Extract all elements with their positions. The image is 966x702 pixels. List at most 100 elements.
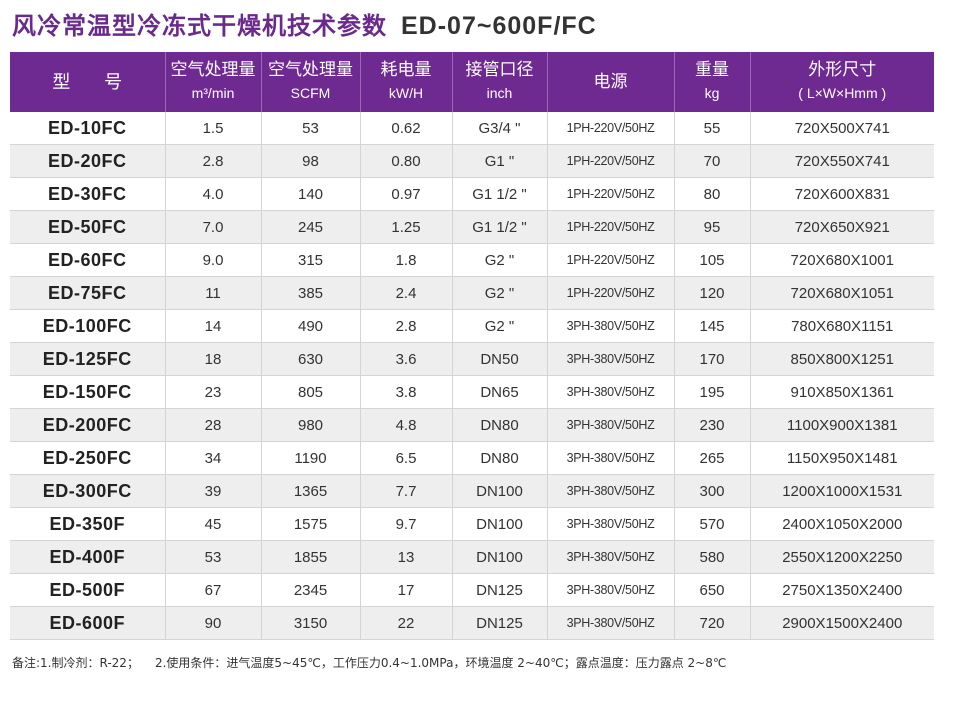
cell-power-consumption: 1.8	[360, 243, 453, 277]
cell-flow-m3min: 67	[165, 573, 262, 607]
cell-power-consumption: 0.62	[360, 112, 453, 145]
header-label: 耗电量	[380, 60, 432, 80]
cell-power-supply: 1PH-220V/50HZ	[547, 177, 675, 211]
header-unit: kg	[704, 85, 720, 101]
header-label: 外形尺寸	[808, 60, 877, 80]
cell-dimensions: 2550X1200X2250	[750, 540, 934, 574]
cell-dimensions: 720X680X1051	[750, 276, 934, 310]
cell-model: ED-50FC	[10, 210, 166, 244]
cell-power-supply: 1PH-220V/50HZ	[547, 276, 675, 310]
header-label: 型 号	[52, 71, 137, 93]
cell-power-supply: 3PH-380V/50HZ	[547, 309, 675, 343]
cell-flow-scfm: 630	[261, 342, 361, 376]
header-unit: inch	[486, 85, 513, 101]
table-row: ED-350F 45 1575 9.7 DN100 3PH-380V/50HZ 570 240…	[10, 507, 934, 541]
cell-dimensions: 720X550X741	[750, 144, 934, 178]
cell-weight: 70	[674, 144, 751, 178]
cell-flow-scfm: 2345	[261, 573, 361, 607]
header-label: 电源	[593, 71, 628, 92]
cell-weight: 80	[674, 177, 751, 211]
cell-model: ED-75FC	[10, 276, 166, 310]
cell-dimensions: 910X850X1361	[750, 375, 934, 409]
title-model-range: ED-07~600F/FC	[401, 12, 597, 40]
cell-weight: 170	[674, 342, 751, 376]
cell-flow-scfm: 245	[261, 210, 361, 244]
cell-weight: 580	[674, 540, 751, 574]
cell-model: ED-125FC	[10, 342, 166, 376]
cell-power-supply: 3PH-380V/50HZ	[547, 375, 675, 409]
cell-power-consumption: 2.8	[360, 309, 453, 343]
header-unit: SCFM	[290, 85, 331, 101]
header-pipe-size: 接管口径 inch	[452, 52, 548, 112]
cell-weight: 95	[674, 210, 751, 244]
cell-flow-scfm: 805	[261, 375, 361, 409]
cell-weight: 570	[674, 507, 751, 541]
cell-model: ED-150FC	[10, 375, 166, 409]
cell-power-consumption: 17	[360, 573, 453, 607]
table-row: ED-50FC 7.0 245 1.25 G1 1/2 " 1PH-220V/50HZ 95…	[10, 210, 934, 244]
spec-table: 型 号 空气处理量 m³/min 空气处理量 SCFM 耗电量 kW/H 接管口径 inch 电源…	[10, 52, 934, 640]
cell-dimensions: 1150X950X1481	[750, 441, 934, 475]
cell-model: ED-30FC	[10, 177, 166, 211]
cell-power-consumption: 3.6	[360, 342, 453, 376]
header-unit: m³/min	[191, 85, 235, 101]
cell-flow-scfm: 1190	[261, 441, 361, 475]
cell-power-supply: 1PH-220V/50HZ	[547, 210, 675, 244]
cell-dimensions: 1100X900X1381	[750, 408, 934, 442]
cell-dimensions: 2900X1500X2400	[750, 606, 934, 640]
cell-flow-scfm: 140	[261, 177, 361, 211]
cell-pipe-size: DN100	[452, 507, 548, 541]
table-row: ED-60FC 9.0 315 1.8 G2 " 1PH-220V/50HZ 105 720X…	[10, 243, 934, 277]
cell-pipe-size: DN125	[452, 606, 548, 640]
cell-flow-scfm: 1365	[261, 474, 361, 508]
cell-dimensions: 720X680X1001	[750, 243, 934, 277]
table-row: ED-200FC 28 980 4.8 DN80 3PH-380V/50HZ 230 1100…	[10, 408, 934, 442]
cell-power-supply: 3PH-380V/50HZ	[547, 342, 675, 376]
table-row: ED-125FC 18 630 3.6 DN50 3PH-380V/50HZ 170 850X…	[10, 342, 934, 376]
cell-power-consumption: 13	[360, 540, 453, 574]
footnote-conditions: 2.使用条件：进气温度5~45℃，工作压力0.4~1.0MPa，环境温度 2~4…	[154, 656, 727, 670]
cell-dimensions: 2400X1050X2000	[750, 507, 934, 541]
header-weight: 重量 kg	[674, 52, 751, 112]
cell-pipe-size: G1 1/2 "	[452, 210, 548, 244]
cell-power-consumption: 6.5	[360, 441, 453, 475]
cell-flow-m3min: 45	[165, 507, 262, 541]
cell-model: ED-350F	[10, 507, 166, 541]
header-label: 接管口径	[465, 60, 534, 80]
cell-power-supply: 3PH-380V/50HZ	[547, 441, 675, 475]
page-title: 风冷常温型冷冻式干燥机技术参数 ED-07~600F/FC	[12, 6, 597, 46]
title-chinese: 风冷常温型冷冻式干燥机技术参数	[12, 12, 387, 40]
cell-flow-m3min: 28	[165, 408, 262, 442]
cell-pipe-size: DN65	[452, 375, 548, 409]
header-unit: kW/H	[388, 85, 424, 101]
cell-pipe-size: DN125	[452, 573, 548, 607]
cell-power-consumption: 22	[360, 606, 453, 640]
cell-dimensions: 1200X1000X1531	[750, 474, 934, 508]
cell-model: ED-300FC	[10, 474, 166, 508]
table-row: ED-150FC 23 805 3.8 DN65 3PH-380V/50HZ 195 910X…	[10, 375, 934, 409]
cell-flow-scfm: 1575	[261, 507, 361, 541]
table-header: 型 号 空气处理量 m³/min 空气处理量 SCFM 耗电量 kW/H 接管口径 inch 电源…	[10, 52, 934, 112]
cell-power-supply: 3PH-380V/50HZ	[547, 408, 675, 442]
cell-flow-m3min: 34	[165, 441, 262, 475]
cell-weight: 105	[674, 243, 751, 277]
cell-flow-scfm: 385	[261, 276, 361, 310]
cell-flow-scfm: 490	[261, 309, 361, 343]
footnote: 备注:1.制冷剂：R-22； 2.使用条件：进气温度5~45℃，工作压力0.4~1…	[12, 654, 726, 671]
cell-pipe-size: DN100	[452, 540, 548, 574]
cell-power-consumption: 3.8	[360, 375, 453, 409]
cell-weight: 300	[674, 474, 751, 508]
cell-flow-m3min: 14	[165, 309, 262, 343]
header-label: 空气处理量	[268, 60, 353, 80]
cell-model: ED-10FC	[10, 112, 166, 145]
cell-flow-m3min: 23	[165, 375, 262, 409]
cell-pipe-size: DN80	[452, 441, 548, 475]
cell-model: ED-600F	[10, 606, 166, 640]
cell-model: ED-200FC	[10, 408, 166, 442]
footnote-refrigerant: 备注:1.制冷剂：R-22；	[12, 656, 139, 670]
table-row: ED-600F 90 3150 22 DN125 3PH-380V/50HZ 720 2900…	[10, 606, 934, 640]
cell-power-consumption: 0.80	[360, 144, 453, 178]
cell-flow-m3min: 39	[165, 474, 262, 508]
cell-flow-scfm: 1855	[261, 540, 361, 574]
cell-weight: 195	[674, 375, 751, 409]
